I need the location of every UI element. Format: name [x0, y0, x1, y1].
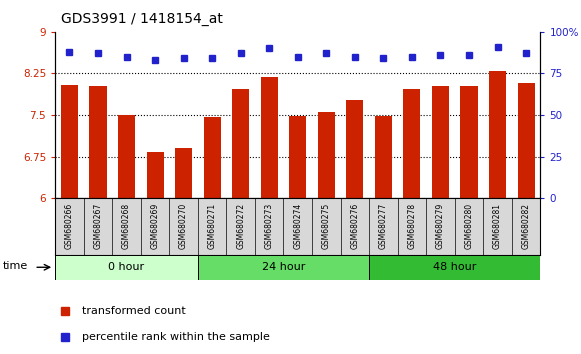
Text: GSM680268: GSM680268 — [122, 203, 131, 249]
Bar — [89, 86, 106, 198]
Text: time: time — [3, 261, 28, 271]
Text: GSM680282: GSM680282 — [522, 203, 530, 249]
Text: GSM680273: GSM680273 — [265, 203, 274, 249]
Text: GSM680278: GSM680278 — [407, 203, 417, 249]
Bar — [61, 85, 78, 198]
Text: GSM680266: GSM680266 — [65, 203, 74, 249]
Bar — [518, 84, 535, 198]
Text: GSM680277: GSM680277 — [379, 203, 388, 249]
Text: transformed count: transformed count — [82, 306, 185, 316]
Bar — [146, 152, 164, 198]
Bar — [432, 86, 449, 198]
Bar — [118, 115, 135, 198]
Text: GSM680272: GSM680272 — [236, 203, 245, 249]
Bar — [203, 117, 221, 198]
FancyBboxPatch shape — [198, 255, 369, 280]
FancyBboxPatch shape — [369, 255, 540, 280]
Bar — [489, 71, 506, 198]
Bar — [403, 89, 421, 198]
Text: GSM680270: GSM680270 — [179, 203, 188, 249]
Bar — [175, 148, 192, 198]
Bar — [318, 112, 335, 198]
Text: 24 hour: 24 hour — [262, 262, 305, 272]
Text: percentile rank within the sample: percentile rank within the sample — [82, 332, 270, 342]
Bar — [289, 116, 306, 198]
Text: GSM680281: GSM680281 — [493, 203, 502, 249]
Text: 0 hour: 0 hour — [109, 262, 145, 272]
Bar — [261, 77, 278, 198]
Text: GSM680269: GSM680269 — [150, 203, 160, 249]
FancyBboxPatch shape — [55, 255, 198, 280]
Bar — [375, 116, 392, 198]
Text: GSM680279: GSM680279 — [436, 203, 445, 249]
Bar — [346, 99, 363, 198]
Text: GDS3991 / 1418154_at: GDS3991 / 1418154_at — [61, 12, 223, 27]
Text: GSM680267: GSM680267 — [94, 203, 102, 249]
Bar — [460, 86, 478, 198]
Text: 48 hour: 48 hour — [433, 262, 476, 272]
Text: GSM680271: GSM680271 — [207, 203, 217, 249]
Text: GSM680280: GSM680280 — [464, 203, 474, 249]
Bar — [232, 89, 249, 198]
Text: GSM680275: GSM680275 — [322, 203, 331, 249]
Text: GSM680274: GSM680274 — [293, 203, 302, 249]
Text: GSM680276: GSM680276 — [350, 203, 359, 249]
